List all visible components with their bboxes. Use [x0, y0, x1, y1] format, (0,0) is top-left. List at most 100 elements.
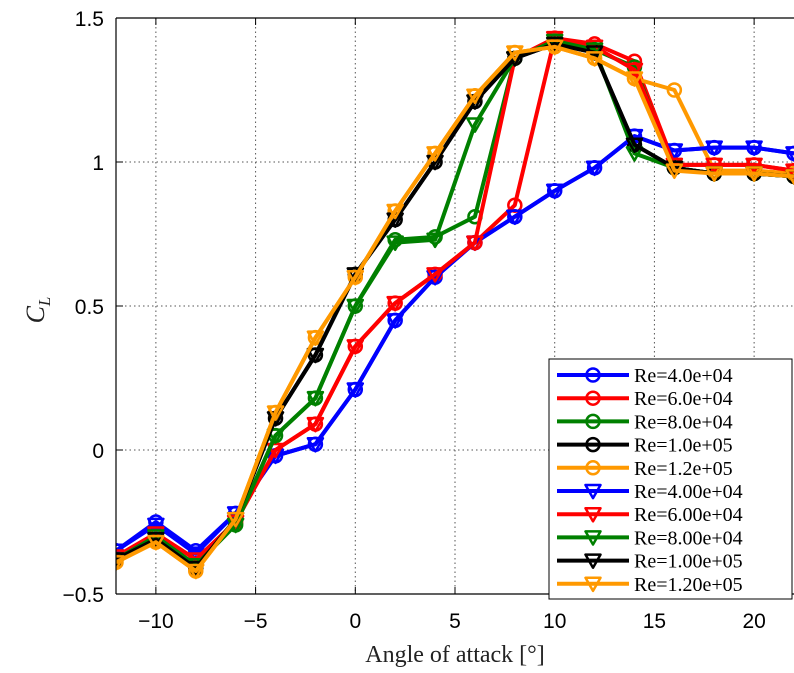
data-point [665, 160, 684, 177]
data-point [466, 117, 484, 133]
data-point [545, 36, 564, 53]
y-tick-label: −0.5 [63, 584, 104, 607]
y-tick-label: 1.5 [75, 8, 104, 31]
legend-marker [585, 460, 601, 476]
legend-marker [584, 553, 602, 569]
legend-item: Re=1.20e+05 [557, 574, 743, 596]
data-point [346, 382, 365, 398]
data-point [545, 183, 564, 200]
legend-label: Re=6.00e+04 [634, 504, 743, 526]
data-point [745, 157, 763, 174]
x-tick-label: 0 [349, 610, 361, 633]
legend-marker [584, 506, 602, 523]
data-point [426, 232, 444, 249]
legend-label: Re=4.0e+04 [634, 365, 733, 387]
y-axis-title-main: C [21, 305, 50, 323]
legend-item: Re=8.00e+04 [557, 527, 743, 549]
data-point [346, 339, 365, 355]
data-point [386, 203, 404, 220]
y-tick-label: 0 [92, 440, 104, 463]
data-point [705, 140, 723, 156]
data-point [306, 390, 325, 407]
data-point [585, 160, 604, 177]
x-tick-label: −5 [244, 610, 268, 633]
data-point [226, 511, 245, 528]
data-point [466, 235, 484, 252]
data-point [466, 88, 484, 105]
legend-marker [585, 413, 601, 430]
legend-item: Re=1.00e+05 [557, 551, 743, 573]
legend-item: Re=4.00e+04 [557, 481, 743, 503]
data-point [147, 534, 165, 551]
data-point [116, 554, 124, 571]
data-point [625, 62, 644, 79]
data-point [306, 436, 325, 453]
data-point [665, 163, 684, 180]
data-point [545, 39, 564, 56]
legend-label: Re=8.0e+04 [634, 411, 733, 433]
data-point [785, 169, 794, 185]
data-point [745, 140, 763, 156]
data-point [666, 82, 683, 98]
legend-label: Re=1.2e+05 [634, 458, 733, 480]
legend-marker [584, 576, 602, 593]
legend-marker [585, 436, 601, 453]
plot-area [116, 30, 794, 580]
data-point [266, 428, 285, 444]
data-point [625, 71, 644, 87]
x-tick-label: 15 [643, 610, 666, 633]
series-9 [116, 39, 794, 580]
tick-labels: −10 −5 0 5 10 15 20 −0.5 0 0.5 1 1.5 [63, 8, 766, 633]
data-point [705, 166, 723, 182]
series-line [116, 44, 794, 573]
x-axis-title: Angle of attack [°] [365, 642, 545, 668]
x-tick-label: 20 [742, 610, 765, 633]
legend-label: Re=1.0e+05 [634, 435, 733, 457]
data-point [346, 298, 365, 315]
y-tick-label: 1 [92, 152, 104, 175]
data-point [306, 416, 325, 433]
data-point [306, 347, 325, 364]
legend-label: Re=8.00e+04 [634, 527, 743, 549]
legend-item: Re=8.0e+04 [557, 411, 733, 433]
data-point [426, 267, 444, 283]
data-point [506, 45, 524, 61]
legend-item: Re=1.2e+05 [557, 458, 733, 480]
data-point [745, 166, 763, 182]
data-point [785, 146, 794, 162]
data-point [426, 146, 444, 162]
data-point [386, 295, 404, 312]
legend-label: Re=4.00e+04 [634, 481, 743, 503]
y-tick-label: 0.5 [75, 296, 104, 319]
x-tick-label: 5 [449, 610, 461, 633]
data-point [306, 330, 325, 347]
legend-marker [585, 367, 601, 383]
data-point [386, 313, 404, 329]
data-point [625, 137, 644, 154]
data-point [346, 269, 365, 286]
legend: Re=4.0e+04Re=6.0e+04Re=8.0e+04Re=1.0e+05… [548, 358, 793, 600]
data-point [147, 517, 165, 534]
x-tick-label: −10 [138, 610, 174, 633]
data-point [116, 555, 125, 571]
legend-marker [584, 483, 602, 500]
data-point [625, 146, 644, 162]
data-point [705, 157, 723, 174]
legend-item: Re=1.0e+05 [557, 435, 733, 457]
svg-text:CL: CL [21, 297, 54, 324]
legend-label: Re=1.20e+05 [634, 574, 743, 596]
data-point [346, 267, 365, 283]
legend-label: Re=6.0e+04 [634, 388, 733, 410]
x-tick-label: 10 [543, 610, 566, 633]
y-axis-title-sub: L [35, 297, 54, 307]
legend-marker [585, 390, 601, 406]
data-point [187, 563, 205, 580]
legend-label: Re=1.00e+05 [634, 551, 743, 573]
data-point [266, 442, 285, 459]
data-point [585, 51, 604, 67]
legend-item: Re=6.00e+04 [557, 504, 743, 526]
data-point [506, 209, 524, 226]
legend-item: Re=4.0e+04 [557, 365, 733, 387]
data-point [386, 235, 404, 252]
